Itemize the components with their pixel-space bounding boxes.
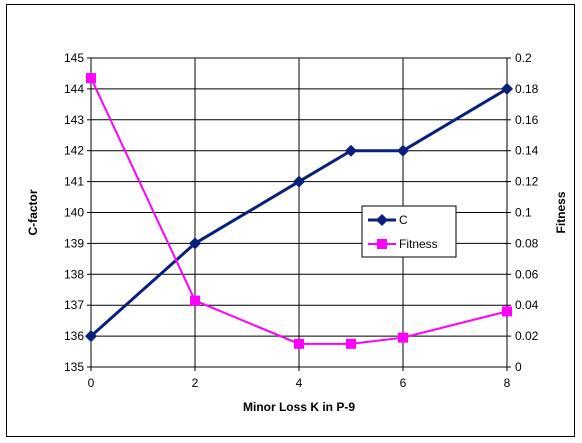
data-point: [502, 306, 512, 317]
y2-tick-label: 0.02: [515, 329, 539, 343]
legend-swatch-marker: [376, 214, 388, 226]
x-axis-ticks: 0 2 4 6 8: [88, 367, 511, 390]
y-tick-label: 137: [64, 298, 84, 312]
x-tick-label: 0: [88, 376, 95, 390]
series-line: [90, 87, 508, 338]
y-tick-label: 141: [64, 175, 84, 189]
y2-tick-label: 0: [515, 360, 522, 374]
y2-tick-label: 0.04: [515, 298, 539, 312]
y2-tick-label: 0.14: [515, 144, 539, 158]
legend-swatch-marker: [377, 239, 387, 249]
legend-label: Fitness: [399, 237, 438, 251]
data-point: [190, 295, 200, 306]
legend-item: Fitness: [368, 237, 438, 251]
y-tick-label: 139: [64, 236, 84, 250]
y-tick-label: 140: [64, 206, 84, 220]
series-c: [85, 82, 513, 343]
series-line: [90, 77, 508, 345]
y2-tick-label: 0.12: [515, 175, 539, 189]
y2-tick-label: 0.1: [515, 206, 532, 220]
y-tick-label: 138: [64, 267, 84, 281]
y-tick-label: 135: [64, 360, 84, 374]
y-tick-label: 142: [64, 144, 84, 158]
series-fitness: [86, 73, 512, 349]
x-tick-label: 6: [400, 376, 407, 390]
y-tick-label: 145: [64, 51, 84, 65]
y-axis-ticks: 135 136 137 138 139 140 141 142 143 144 145: [64, 51, 91, 374]
y-axis-title: C-factor: [26, 189, 40, 235]
data-point: [293, 175, 305, 188]
y-tick-label: 144: [64, 82, 84, 96]
data-point: [346, 338, 356, 349]
x-tick-label: 8: [504, 376, 511, 390]
y2-tick-label: 0.16: [515, 113, 539, 127]
y2-tick-label: 0.06: [515, 267, 539, 281]
data-point: [345, 144, 357, 157]
data-point: [294, 338, 304, 349]
y2-tick-label: 0.2: [515, 51, 532, 65]
legend: C Fitness: [361, 205, 457, 258]
y2-axis-ticks: 0 0.02 0.04 0.06 0.08 0.1 0.12 0.14 0.16 0.18 0.2: [507, 51, 539, 374]
y-tick-label: 136: [64, 329, 84, 343]
data-point: [501, 82, 513, 95]
legend-item: C: [368, 213, 408, 227]
data-point: [397, 144, 409, 157]
y2-axis-title: Fitness: [554, 191, 568, 233]
y-tick-label: 143: [64, 113, 84, 127]
series: [85, 73, 513, 349]
y2-tick-label: 0.18: [515, 82, 539, 96]
data-point: [86, 73, 96, 84]
chart-frame: 135 136 137 138 139 140 141 142 143 144 145 0 0.02 0…: [6, 4, 575, 437]
x-axis-title: Minor Loss K in P-9: [243, 400, 355, 414]
y2-tick-label: 0.08: [515, 236, 539, 250]
data-point: [189, 237, 201, 250]
data-point: [85, 330, 97, 343]
x-tick-label: 4: [296, 376, 303, 390]
data-point: [398, 332, 408, 343]
legend-label: C: [399, 213, 408, 227]
x-tick-label: 2: [192, 376, 199, 390]
